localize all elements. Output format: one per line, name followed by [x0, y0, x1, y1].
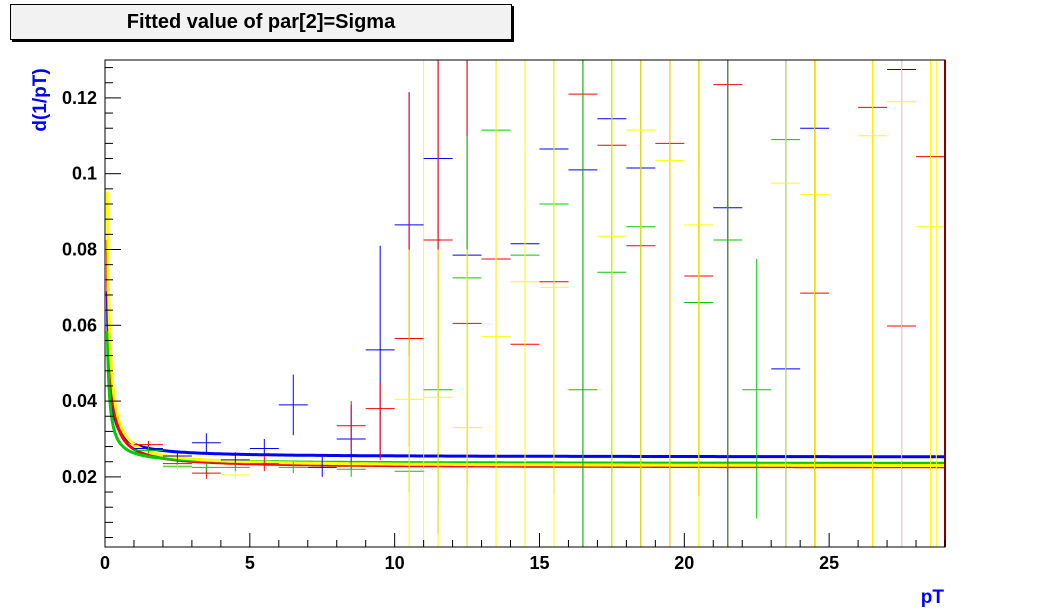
fit-curves: [105, 191, 945, 469]
x-tick-label: 20: [674, 553, 694, 573]
fit-curve: [105, 191, 945, 467]
x-axis-label: pT: [921, 587, 945, 608]
fit-curve: [105, 239, 945, 469]
fit-curve: [105, 330, 945, 465]
chart-title: Fitted value of par[2]=Sigma: [126, 10, 396, 33]
y-tick-label: 0.06: [62, 315, 97, 335]
x-tick-label: 25: [819, 553, 839, 573]
x-tick-label: 5: [245, 553, 255, 573]
y-axis-label: d(1/pT): [30, 68, 51, 131]
y-tick-label: 0.04: [62, 391, 97, 411]
chart-title-box: Fitted value of par[2]=Sigma: [10, 4, 512, 40]
data-points: [133, 60, 945, 547]
y-tick-label: 0.08: [62, 239, 97, 259]
x-tick-label: 10: [385, 553, 405, 573]
axes: 0 5 10 15 20 25 0.02 0.04 0.06 0.08 0.1 0.12: [62, 59, 946, 573]
y-tick-label: 0.1: [72, 164, 97, 184]
y-tick-label: 0.02: [62, 467, 97, 487]
x-tick-label: 15: [529, 553, 549, 573]
fit-curve: [105, 291, 945, 459]
y-tick-label: 0.12: [62, 88, 97, 108]
x-tick-label: 0: [100, 553, 110, 573]
